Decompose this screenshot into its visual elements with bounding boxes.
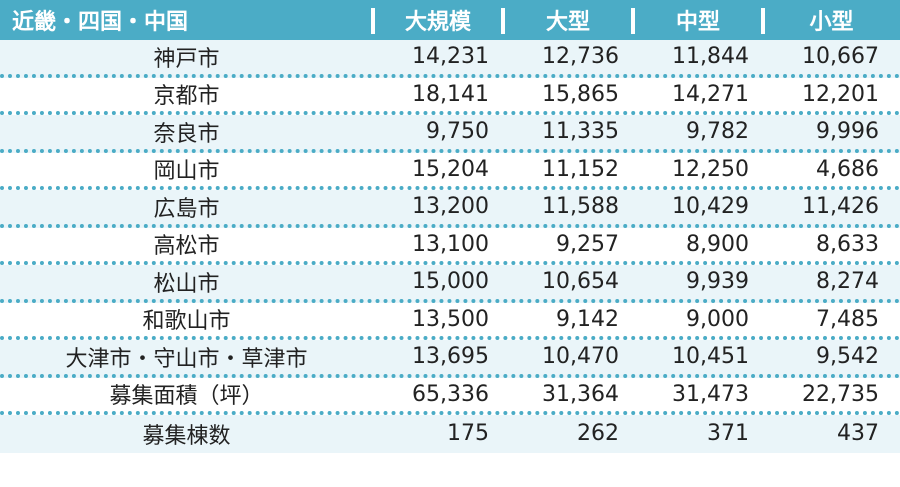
header-separator — [371, 8, 375, 34]
cell-large-scale: 15,204 — [412, 156, 489, 182]
table-row: 大津市・守山市・草津市 13,695 10,470 10,451 9,542 — [0, 340, 900, 378]
table-row: 奈良市 9,750 11,335 9,782 9,996 — [0, 115, 900, 153]
header-separator — [631, 8, 635, 34]
cell-medium: 31,473 — [672, 381, 749, 407]
cell-large: 9,142 — [556, 306, 619, 332]
header-small: 小型 — [763, 0, 900, 40]
table-row: 松山市 15,000 10,654 9,939 8,274 — [0, 265, 900, 303]
header-large: 大型 — [503, 0, 635, 40]
cell-medium: 12,250 — [672, 156, 749, 182]
header-column-label: 中型 — [675, 10, 720, 35]
header-separator — [761, 8, 765, 34]
header-column-label: 大型 — [545, 10, 590, 35]
cell-small: 9,996 — [816, 119, 879, 145]
row-label: 和歌山市 — [142, 309, 231, 335]
cell-small: 12,201 — [802, 81, 879, 107]
cell-medium: 371 — [707, 421, 749, 447]
table-row: 岡山市 15,204 11,152 12,250 4,686 — [0, 152, 900, 190]
cell-small: 4,686 — [816, 156, 879, 182]
cell-large-scale: 13,200 — [412, 194, 489, 220]
cell-large-scale: 18,141 — [412, 81, 489, 107]
cell-large-scale: 9,750 — [426, 119, 489, 145]
cell-large-scale: 14,231 — [412, 44, 489, 70]
cell-large: 31,364 — [542, 381, 619, 407]
cell-medium: 10,429 — [672, 194, 749, 220]
cell-medium: 10,451 — [672, 344, 749, 370]
header-region: 近畿・四国・中国 — [0, 0, 375, 40]
row-label: 募集面積（坪） — [109, 384, 264, 410]
header-large-scale: 大規模 — [373, 0, 505, 40]
header-separator — [501, 8, 505, 34]
table-row: 募集面積（坪） 65,336 31,364 31,473 22,735 — [0, 377, 900, 415]
cell-medium: 14,271 — [672, 81, 749, 107]
table-body: 神戸市 14,231 12,736 11,844 10,667 京都市 18,1… — [0, 40, 900, 453]
cell-small: 22,735 — [802, 381, 879, 407]
cell-large: 12,736 — [542, 44, 619, 70]
cell-small: 437 — [837, 421, 879, 447]
table-row: 高松市 13,100 9,257 8,900 8,633 — [0, 227, 900, 265]
table-row: 募集棟数 175 262 371 437 — [0, 415, 900, 453]
cell-large: 10,654 — [542, 269, 619, 295]
row-label: 募集棟数 — [142, 423, 231, 449]
cell-large: 11,152 — [542, 156, 619, 182]
cell-medium: 8,900 — [686, 231, 749, 257]
cell-large: 11,335 — [542, 119, 619, 145]
row-label: 京都市 — [153, 84, 220, 110]
table-header: 近畿・四国・中国 大規模 大型 中型 小型 — [0, 0, 900, 40]
table-row: 京都市 18,141 15,865 14,271 12,201 — [0, 77, 900, 115]
cell-medium: 9,939 — [686, 269, 749, 295]
cell-small: 8,274 — [816, 269, 879, 295]
cell-large-scale: 13,100 — [412, 231, 489, 257]
row-label: 大津市・守山市・草津市 — [65, 346, 308, 372]
table-row: 和歌山市 13,500 9,142 9,000 7,485 — [0, 302, 900, 340]
cell-large-scale: 175 — [447, 421, 489, 447]
header-region-label: 近畿・四国・中国 — [12, 10, 189, 35]
cell-large-scale: 13,500 — [412, 306, 489, 332]
table-row: 神戸市 14,231 12,736 11,844 10,667 — [0, 40, 900, 78]
cell-large: 9,257 — [556, 231, 619, 257]
row-label: 岡山市 — [153, 159, 220, 185]
table-row: 広島市 13,200 11,588 10,429 11,426 — [0, 190, 900, 228]
cell-large: 262 — [577, 421, 619, 447]
cell-small: 10,667 — [802, 44, 879, 70]
header-medium: 中型 — [633, 0, 765, 40]
header-column-label: 小型 — [809, 10, 854, 35]
row-label: 高松市 — [153, 234, 220, 260]
cell-small: 9,542 — [816, 344, 879, 370]
row-label: 広島市 — [153, 196, 220, 222]
cell-large-scale: 13,695 — [412, 344, 489, 370]
cell-medium: 9,000 — [686, 306, 749, 332]
cell-large: 10,470 — [542, 344, 619, 370]
cell-large: 11,588 — [542, 194, 619, 220]
cell-large: 15,865 — [542, 81, 619, 107]
row-label: 松山市 — [153, 271, 220, 297]
header-column-label: 大規模 — [404, 10, 471, 35]
cell-small: 8,633 — [816, 231, 879, 257]
cell-large-scale: 15,000 — [412, 269, 489, 295]
cell-medium: 9,782 — [686, 119, 749, 145]
row-label: 奈良市 — [153, 121, 220, 147]
cell-large-scale: 65,336 — [412, 381, 489, 407]
cell-small: 11,426 — [802, 194, 879, 220]
cell-medium: 11,844 — [672, 44, 749, 70]
cell-small: 7,485 — [816, 306, 879, 332]
row-label: 神戸市 — [153, 46, 220, 72]
